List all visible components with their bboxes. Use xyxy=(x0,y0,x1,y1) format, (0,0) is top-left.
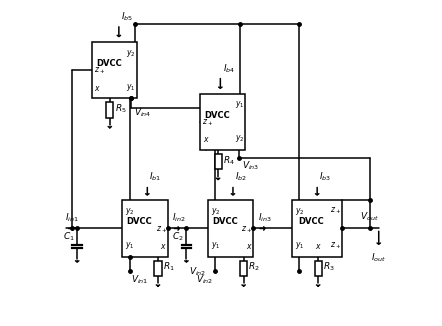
Bar xyxy=(91,42,137,98)
Bar xyxy=(200,94,245,150)
Bar xyxy=(240,260,247,276)
Text: $y_1$: $y_1$ xyxy=(125,240,134,251)
Text: $x$: $x$ xyxy=(246,242,252,251)
Text: $I_{out}$: $I_{out}$ xyxy=(371,251,386,264)
Text: $z_+$: $z_+$ xyxy=(241,224,252,235)
Text: $R_1$: $R_1$ xyxy=(163,261,175,273)
Text: $x$: $x$ xyxy=(160,242,167,251)
Text: $y_2$: $y_2$ xyxy=(211,206,220,217)
Text: $V_{in2}$: $V_{in2}$ xyxy=(189,266,206,278)
Text: $z_+$: $z_+$ xyxy=(330,240,341,251)
Bar xyxy=(214,154,221,170)
Text: $z_+$: $z_+$ xyxy=(156,224,167,235)
Text: DVCC: DVCC xyxy=(96,59,122,68)
Text: $y_1$: $y_1$ xyxy=(126,82,136,93)
Bar xyxy=(208,200,253,257)
Text: $R_2$: $R_2$ xyxy=(248,261,260,273)
Text: $I_{b3}$: $I_{b3}$ xyxy=(319,171,331,183)
Text: $I_{b5}$: $I_{b5}$ xyxy=(121,10,133,23)
Text: $y_1$: $y_1$ xyxy=(295,240,304,251)
Text: $R_5$: $R_5$ xyxy=(114,102,126,115)
Text: $V_{in2}$: $V_{in2}$ xyxy=(196,274,213,286)
Text: $z_+$: $z_+$ xyxy=(330,206,341,216)
Bar xyxy=(292,200,342,257)
Bar xyxy=(154,260,161,276)
Text: DVCC: DVCC xyxy=(213,217,238,226)
Text: $V_{in1}$: $V_{in1}$ xyxy=(131,274,149,286)
Text: $V_{in3}$: $V_{in3}$ xyxy=(242,160,259,172)
Text: $V_{in4}$: $V_{in4}$ xyxy=(134,106,151,119)
Text: $R_4$: $R_4$ xyxy=(223,154,235,167)
Text: DVCC: DVCC xyxy=(204,111,230,120)
Text: $I_{in2}$: $I_{in2}$ xyxy=(172,212,186,224)
Text: $C_1$: $C_1$ xyxy=(63,230,75,243)
Bar xyxy=(106,102,113,118)
Text: $I_{b1}$: $I_{b1}$ xyxy=(149,171,161,183)
Text: $C_2$: $C_2$ xyxy=(172,230,184,243)
Text: $y_2$: $y_2$ xyxy=(126,48,136,59)
Text: $x$: $x$ xyxy=(315,242,321,251)
Text: $y_1$: $y_1$ xyxy=(211,240,220,251)
Text: $y_2$: $y_2$ xyxy=(125,206,135,217)
Text: $y_2$: $y_2$ xyxy=(295,206,304,217)
Text: DVCC: DVCC xyxy=(127,217,152,226)
Text: $I_{b2}$: $I_{b2}$ xyxy=(235,171,247,183)
Text: $y_1$: $y_1$ xyxy=(235,99,244,110)
Text: $x$: $x$ xyxy=(202,135,210,144)
Text: $x$: $x$ xyxy=(94,83,101,93)
Text: $I_{in3}$: $I_{in3}$ xyxy=(258,212,272,224)
Text: $I_{in1}$: $I_{in1}$ xyxy=(65,212,79,224)
Text: $z_+$: $z_+$ xyxy=(202,118,213,128)
Text: $z_+$: $z_+$ xyxy=(94,66,105,77)
Bar xyxy=(122,200,168,257)
Text: $V_{out}$: $V_{out}$ xyxy=(360,210,379,223)
Text: $y_2$: $y_2$ xyxy=(235,133,244,144)
Text: $R_3$: $R_3$ xyxy=(323,261,335,273)
Bar xyxy=(315,260,322,276)
Text: $I_{b4}$: $I_{b4}$ xyxy=(223,62,235,75)
Text: DVCC: DVCC xyxy=(298,217,324,226)
